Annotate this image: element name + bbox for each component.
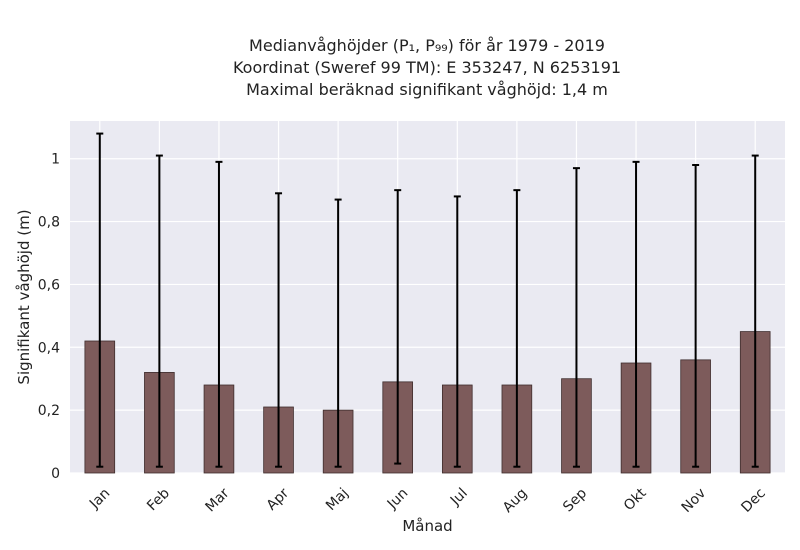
x-axis-label: Månad: [402, 517, 452, 535]
chart-title: Medianvåghöjder (P₁, P₉₉) för år 1979 - …: [233, 36, 621, 99]
error-bar-jan: [96, 132, 104, 468]
x-tick-label-aug: Aug: [500, 485, 531, 516]
error-bar-dec: [751, 154, 759, 468]
error-bar-aug: [513, 189, 521, 468]
x-tick-label-jan: Jan: [86, 485, 113, 512]
x-tick-label-feb: Feb: [144, 485, 173, 514]
y-tick-label: 0,4: [38, 340, 60, 356]
x-tick-label-jul: Jul: [447, 485, 471, 509]
x-tick-label-sep: Sep: [560, 485, 590, 515]
error-bar-sep: [572, 167, 580, 468]
error-bar-nov: [692, 164, 700, 468]
plot-area: [70, 121, 785, 473]
error-bar-apr: [275, 192, 283, 468]
x-tick-label-jun: Jun: [384, 485, 411, 512]
x-tick-label-maj: Maj: [323, 485, 352, 514]
title-line-1: Medianvåghöjder (P₁, P₉₉) för år 1979 - …: [249, 36, 605, 55]
y-tick-label: 1: [51, 152, 60, 168]
error-bar-jul: [453, 195, 461, 468]
error-bar-okt: [632, 160, 640, 468]
y-axis-label: Signifikant våghöjd (m): [15, 209, 33, 384]
title-line-3: Maximal beräknad signifikant våghöjd: 1,…: [246, 80, 608, 99]
y-tick-label: 0: [51, 466, 60, 482]
error-bars: [96, 132, 759, 468]
x-tick-label-mar: Mar: [203, 485, 233, 515]
x-tick-label-nov: Nov: [679, 485, 710, 516]
y-tick-label: 0,2: [38, 403, 60, 419]
title-line-2: Koordinat (Sweref 99 TM): E 353247, N 62…: [233, 58, 621, 77]
x-tick-label-dec: Dec: [738, 485, 768, 515]
x-tick-labels: Jan Feb Mar Apr Maj Jun Jul Aug Sep Okt Nov Dec: [86, 485, 769, 516]
x-tick-label-okt: Okt: [621, 485, 650, 514]
error-bar-mar: [215, 160, 223, 468]
x-tick-label-apr: Apr: [264, 485, 293, 514]
y-tick-labels: 0 0,2 0,4 0,6 0,8 1: [38, 152, 60, 482]
error-bar-feb: [155, 154, 163, 468]
error-bar-maj: [334, 198, 342, 468]
y-tick-label: 0,8: [38, 215, 60, 231]
y-tick-label: 0,6: [38, 277, 60, 293]
error-bar-jun: [394, 189, 402, 465]
